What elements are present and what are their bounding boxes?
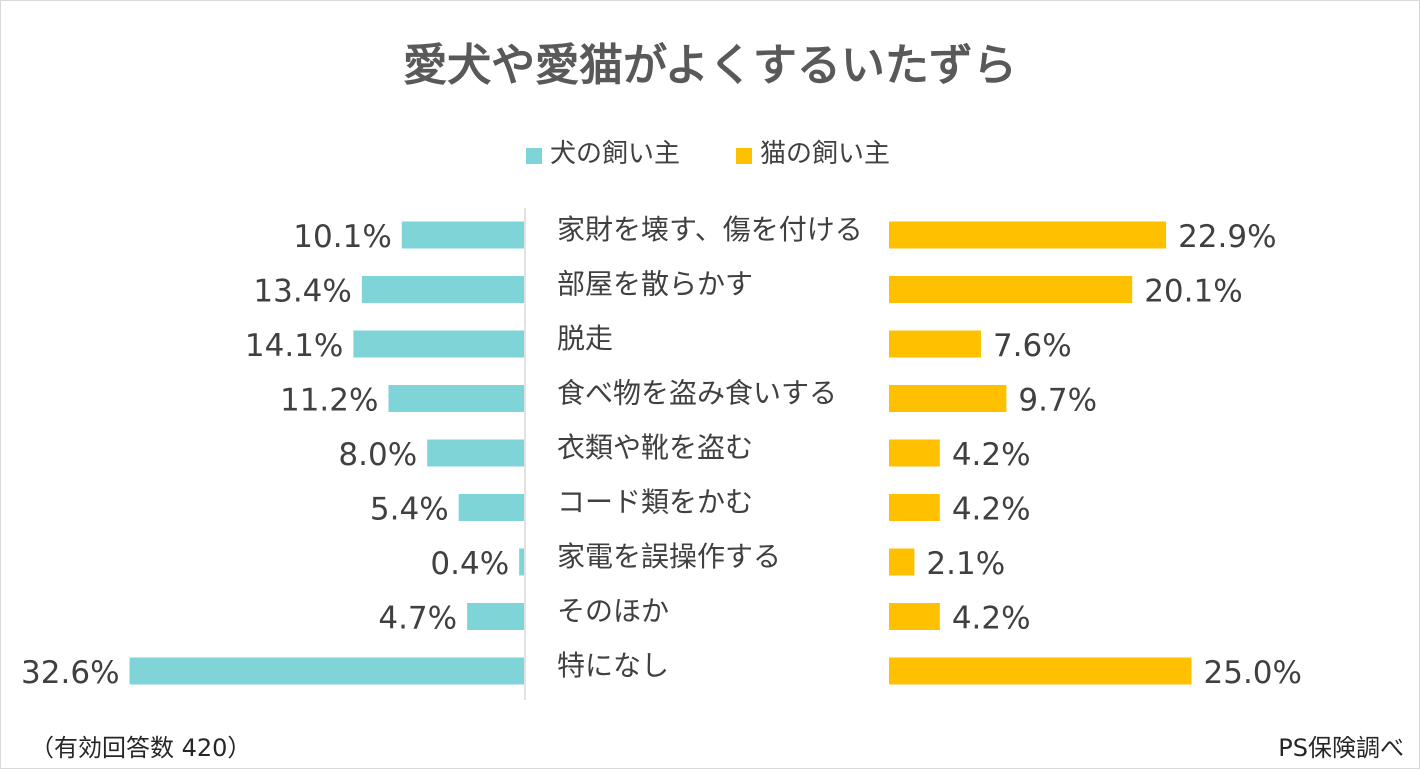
cat-value-label: 4.2% bbox=[952, 601, 1031, 637]
cat-bar bbox=[889, 330, 981, 358]
dog-value-label: 5.4% bbox=[370, 492, 449, 528]
dog-value-label: 11.2% bbox=[280, 383, 378, 419]
dog-value-label: 14.1% bbox=[245, 328, 343, 364]
cat-value-label: 22.9% bbox=[1178, 219, 1276, 255]
dog-bar bbox=[458, 494, 524, 521]
cat-value-label: 25.0% bbox=[1204, 655, 1302, 691]
cat-value-label: 4.2% bbox=[952, 437, 1031, 473]
dog-bar bbox=[519, 548, 524, 576]
cat-value-label: 7.6% bbox=[993, 328, 1072, 364]
cat-bar bbox=[889, 603, 940, 630]
dog-bar bbox=[129, 657, 525, 685]
category-label: 特になし bbox=[557, 649, 669, 682]
dog-bar bbox=[353, 330, 524, 358]
cat-bar bbox=[889, 548, 915, 576]
category-label: 衣類や靴を盗む bbox=[557, 431, 753, 464]
dog-bar bbox=[361, 276, 524, 303]
cat-value-label: 4.2% bbox=[952, 492, 1031, 528]
bars-group: 10.1% 家財を壊す、傷を付ける 22.9% 13.4% 部屋を散らかす 20.1% 14… bbox=[21, 213, 1302, 691]
dog-bar bbox=[427, 439, 524, 467]
dog-value-label: 32.6% bbox=[21, 655, 119, 691]
legend-swatch-dog bbox=[526, 148, 542, 164]
dog-value-label: 10.1% bbox=[293, 219, 391, 255]
cat-bar bbox=[889, 494, 940, 521]
category-label: 食べ物を盗み食いする bbox=[557, 377, 837, 410]
dog-value-label: 8.0% bbox=[338, 437, 417, 473]
category-label: 脱走 bbox=[557, 322, 613, 355]
dog-value-label: 0.4% bbox=[430, 546, 509, 582]
category-label: 家電を誤操作する bbox=[557, 540, 781, 573]
legend-label-dog: 犬の飼い主 bbox=[550, 139, 680, 169]
cat-bar bbox=[889, 657, 1192, 685]
dog-bar bbox=[401, 221, 524, 249]
dog-bar bbox=[467, 603, 524, 630]
category-label: 部屋を散らかす bbox=[557, 268, 753, 301]
category-label: コード類をかむ bbox=[557, 486, 753, 519]
dog-bar bbox=[388, 385, 524, 412]
cat-value-label: 2.1% bbox=[926, 546, 1005, 582]
cat-value-label: 20.1% bbox=[1144, 274, 1242, 310]
dog-value-label: 4.7% bbox=[378, 601, 457, 637]
source-note: PS保険調べ bbox=[1278, 734, 1404, 762]
category-label: 家財を壊す、傷を付ける bbox=[557, 213, 863, 246]
legend-swatch-cat bbox=[736, 148, 752, 164]
category-label: そのほか bbox=[557, 595, 669, 628]
legend: 犬の飼い主 猫の飼い主 bbox=[526, 139, 890, 169]
footnote: （有効回答数 420） bbox=[30, 734, 252, 762]
dog-value-label: 13.4% bbox=[253, 274, 351, 310]
cat-bar bbox=[889, 221, 1167, 249]
cat-bar bbox=[889, 385, 1007, 412]
cat-value-label: 9.7% bbox=[1018, 383, 1097, 419]
cat-bar bbox=[889, 439, 940, 467]
legend-label-cat: 猫の飼い主 bbox=[760, 139, 890, 169]
cat-bar bbox=[889, 276, 1133, 303]
chart-title: 愛犬や愛猫がよくするいたずら bbox=[403, 40, 1017, 91]
